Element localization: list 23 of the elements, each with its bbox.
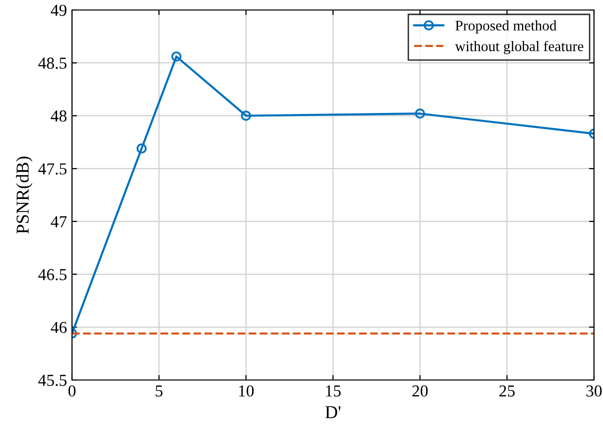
legend-label: Proposed method: [455, 20, 557, 34]
y-tick-label: 48: [50, 110, 67, 122]
point: [240, 110, 252, 121]
x-axis-title: D': [325, 406, 340, 418]
point: [136, 143, 147, 154]
y-axis-title: PSNR(dB): [16, 156, 32, 234]
x-tick-label: 15: [326, 385, 341, 397]
y-tick-label: 47.5: [38, 163, 66, 175]
point: [171, 51, 182, 62]
y-tick-label: 48.5: [38, 58, 66, 69]
y-tick-label: 46.5: [38, 269, 66, 280]
x-tick-label: 30: [586, 385, 602, 397]
y-tick-label: 45.5: [38, 374, 66, 386]
x-tick-label: 0: [68, 385, 76, 397]
y-tick-label: 47: [50, 216, 67, 228]
point: [414, 108, 426, 119]
x-tick-label: 5: [156, 386, 163, 397]
y-tick-label: 46: [50, 322, 67, 334]
x-tick-label: 20: [412, 385, 428, 397]
x-tick-label: 10: [239, 385, 254, 397]
y-tick-label: 49: [50, 4, 66, 16]
legend-label: without global feature: [455, 40, 584, 54]
x-tick-label: 25: [499, 385, 515, 397]
